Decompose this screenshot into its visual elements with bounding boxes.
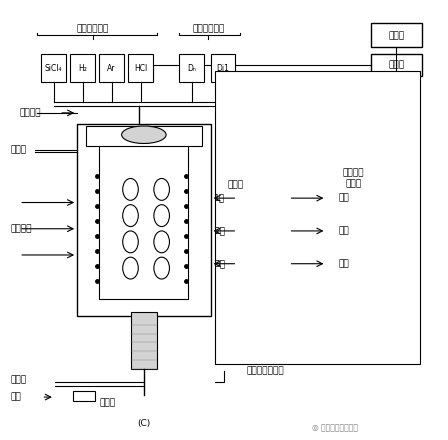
Bar [180,54,204,82]
Ellipse shape [123,179,138,200]
Text: 冷却水: 冷却水 [10,375,26,384]
Bar [77,124,211,316]
Text: 自动流量控制: 自动流量控制 [77,25,109,33]
Text: 冷却水: 冷却水 [10,146,26,154]
Text: 控制板: 控制板 [388,60,405,69]
Bar [99,54,124,82]
Text: H₂: H₂ [78,63,87,73]
Text: Dₙ: Dₙ [187,63,196,73]
Bar [327,222,362,240]
Bar [327,255,362,272]
Ellipse shape [154,205,169,227]
Bar [237,255,289,272]
Text: ◎ 手机结构设计联盟: ◎ 手机结构设计联盟 [312,423,358,432]
Text: 2组: 2组 [214,227,225,235]
Text: 功率源: 功率源 [227,180,243,190]
Text: 随动: 随动 [339,259,349,268]
Bar [86,126,202,146]
Text: 主控: 主控 [339,227,349,235]
Ellipse shape [121,126,166,143]
Text: Ar: Ar [108,63,116,73]
Text: 程控器: 程控器 [388,31,405,40]
Ellipse shape [123,231,138,253]
Bar [237,189,289,207]
Bar [211,54,235,82]
Bar [99,141,188,299]
Bar [327,189,362,207]
Text: SiCl₄: SiCl₄ [45,63,62,73]
Bar [73,391,95,401]
Ellipse shape [154,231,169,253]
Bar [371,54,422,76]
Bar [42,54,66,82]
Text: 排空: 排空 [10,392,21,402]
Ellipse shape [123,257,138,279]
Bar [70,54,95,82]
Text: 3组: 3组 [214,259,225,268]
Bar [130,312,157,369]
Ellipse shape [154,179,169,200]
Text: 1组: 1组 [214,194,225,203]
Text: 随动: 随动 [339,194,349,203]
Text: 隔离阀: 隔离阀 [99,398,116,407]
Text: HCl: HCl [134,63,147,73]
Text: 接排气孔: 接排气孔 [19,108,41,117]
Bar [371,23,422,47]
Text: (C): (C) [137,419,151,428]
Text: 自动温度
控制器: 自动温度 控制器 [342,169,364,188]
Bar [128,54,153,82]
Bar [237,222,289,240]
Bar [215,71,420,364]
Text: 自动掺杂控制: 自动掺杂控制 [192,25,224,33]
Bar [327,165,378,191]
Ellipse shape [154,257,169,279]
Text: 冷却空气: 冷却空气 [10,224,32,233]
Ellipse shape [123,205,138,227]
Text: 温度输出传感器: 温度输出传感器 [246,367,284,375]
Text: Di1: Di1 [216,63,229,73]
